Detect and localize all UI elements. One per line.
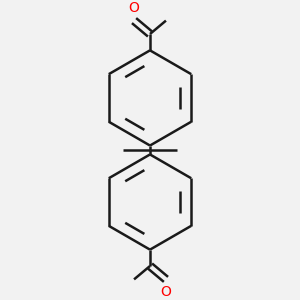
Text: O: O [129,1,140,15]
Text: O: O [160,285,171,299]
